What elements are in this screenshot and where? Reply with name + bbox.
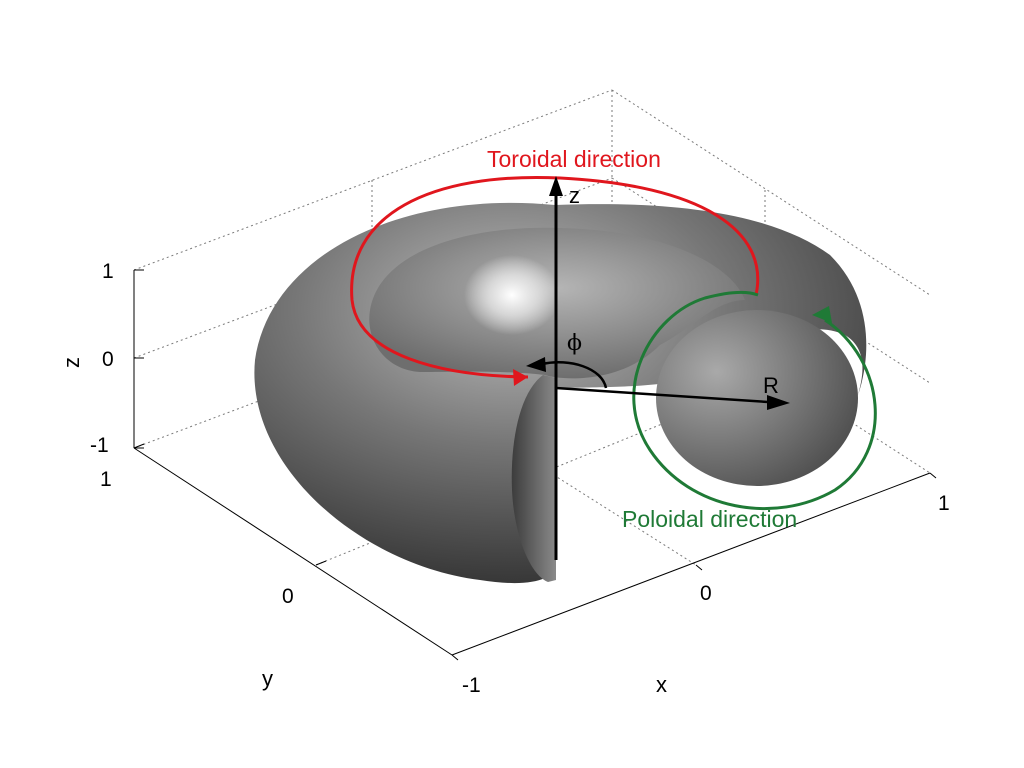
radius-arrow xyxy=(555,386,790,410)
y-tick-1 xyxy=(133,443,145,449)
y-axis-line xyxy=(133,447,453,656)
center-z-arrowhead xyxy=(549,176,563,196)
torus-cut-face-left xyxy=(511,375,556,582)
box-top-right-edge xyxy=(611,89,931,296)
y-axis-label: y xyxy=(262,666,273,691)
poloidal-arrowhead xyxy=(812,306,832,323)
x-tick-label-0: 0 xyxy=(700,582,712,605)
toroidal-arrowhead xyxy=(513,369,528,386)
center-axis xyxy=(549,176,563,560)
x-tick-labels: -1 0 1 xyxy=(462,492,950,697)
x-tick-label-m1: -1 xyxy=(462,674,481,697)
z-tick-label-m1: -1 xyxy=(90,434,109,457)
phi-arc-path xyxy=(541,361,608,389)
x-tick-1 xyxy=(929,472,937,479)
phi-arc xyxy=(526,357,608,389)
phi-arrowhead xyxy=(526,357,546,372)
grid-zm1-right xyxy=(611,267,931,474)
toroidal-arrow xyxy=(350,175,760,386)
x-tick-label-1: 1 xyxy=(938,492,950,515)
toroidal-circle-path xyxy=(350,175,760,379)
poloidal-direction-label: Poloidal direction xyxy=(622,506,797,532)
poloidal-arrow xyxy=(632,290,877,511)
z-tick-label-0: 0 xyxy=(102,348,114,371)
radius-line xyxy=(555,386,769,404)
center-z-label: z xyxy=(569,183,580,208)
y-tick-label-0: 0 xyxy=(282,585,294,608)
x-tick-0 xyxy=(695,564,703,571)
x-tick-m1 xyxy=(451,654,459,661)
toroidal-direction-label: Toroidal direction xyxy=(487,146,661,172)
torus-cut-face-right xyxy=(656,310,858,486)
y-tick-label-1: 1 xyxy=(100,468,112,491)
z-tick-labels: 1 0 -1 xyxy=(90,260,114,457)
radius-arrowhead xyxy=(767,395,790,410)
poloidal-circle-path xyxy=(632,290,877,511)
y-tick-labels: 1 0 xyxy=(100,468,294,608)
y-tick-0 xyxy=(315,560,327,566)
box-top-left-edge xyxy=(133,89,613,271)
x-axis-line xyxy=(451,472,931,656)
z-tick-label-1: 1 xyxy=(102,260,114,283)
grid-z0-right xyxy=(611,177,931,384)
phi-label: ϕ xyxy=(567,331,582,356)
radius-label: R xyxy=(763,373,779,398)
x-axis-label: x xyxy=(656,672,667,697)
z-axis-label: z xyxy=(59,357,84,368)
torus-highlight xyxy=(464,255,560,335)
